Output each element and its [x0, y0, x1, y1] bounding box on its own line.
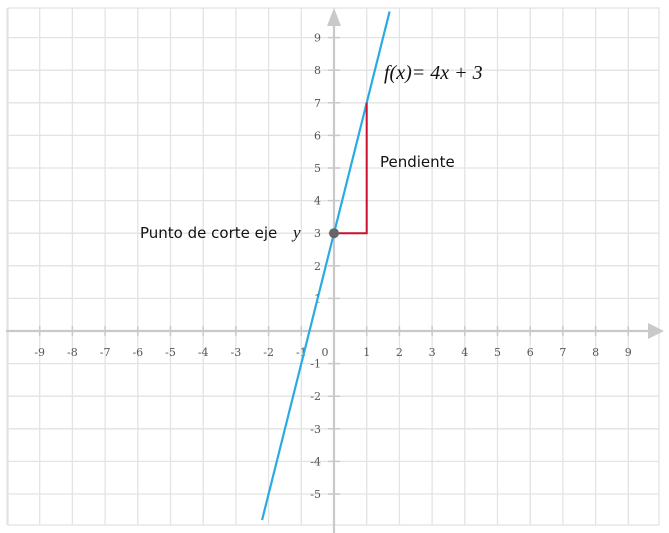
x-tick-label: -2: [263, 346, 274, 359]
y-tick-label: 8: [314, 64, 321, 77]
x-tick-label: -4: [198, 346, 209, 359]
y-tick-label: -3: [310, 423, 321, 436]
y-tick-label: -4: [310, 455, 321, 468]
y-axis-arrow: [327, 8, 341, 26]
y-tick-label: 3: [314, 227, 321, 240]
x-tick-label: -1: [296, 346, 307, 359]
y-tick-label: 7: [314, 97, 321, 110]
tick-labels: -9-8-7-6-5-4-3-2-10123456789-5-4-3-2-112…: [34, 32, 631, 501]
x-tick-label: 9: [625, 346, 632, 359]
slope-label: Pendiente: [380, 153, 455, 171]
y-tick-label: -5: [310, 488, 321, 501]
tick-marks: [38, 36, 630, 495]
formula-label: f(x)= 4x + 3: [384, 62, 483, 84]
y-tick-label: 6: [314, 129, 321, 142]
slope-triangle: [334, 102, 368, 235]
y-tick-label: 5: [314, 162, 321, 175]
x-tick-label: 7: [559, 346, 566, 359]
function-line: [260, 11, 391, 521]
intercept-label: Punto de corte eje: [140, 224, 277, 242]
x-tick-label: 5: [494, 346, 501, 359]
x-tick-label: -9: [34, 346, 45, 359]
x-tick-label: -5: [165, 346, 176, 359]
x-tick-label: 6: [527, 346, 534, 359]
intercept-var-label: y: [291, 223, 301, 242]
x-tick-label: 3: [429, 346, 436, 359]
y-tick-label: 9: [314, 32, 321, 45]
x-tick-label: -8: [67, 346, 78, 359]
x-tick-label: 2: [396, 346, 403, 359]
y-intercept-point: [329, 228, 339, 239]
x-tick-label: 8: [592, 346, 599, 359]
x-tick-label: -6: [132, 346, 143, 359]
y-tick-label: -1: [310, 358, 321, 371]
y-tick-label: 2: [314, 260, 321, 273]
chart-marks: [260, 11, 391, 521]
x-tick-label: -7: [100, 346, 111, 359]
x-tick-label: 1: [363, 346, 370, 359]
x-tick-label: -3: [231, 346, 242, 359]
x-tick-label: 4: [461, 346, 468, 359]
x-axis-arrow: [648, 323, 664, 339]
x-tick-label: 0: [322, 346, 329, 359]
y-tick-label: -2: [310, 390, 321, 403]
y-tick-label: 4: [314, 195, 321, 208]
axes: [6, 8, 664, 533]
